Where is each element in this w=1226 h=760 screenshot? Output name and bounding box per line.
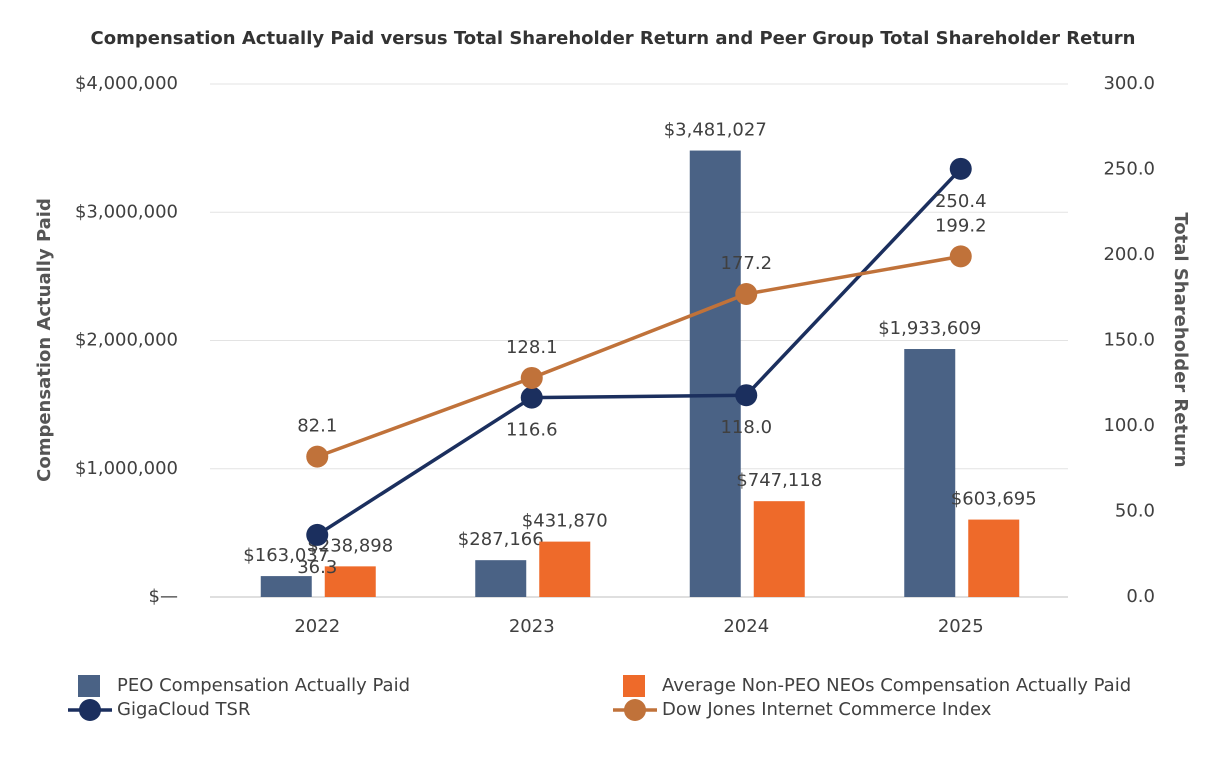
- line-marker: [306, 523, 329, 546]
- bar: [968, 519, 1020, 597]
- legend-swatch: [78, 675, 100, 697]
- x-tick-label: 2025: [938, 616, 984, 637]
- legend-swatch: [624, 699, 646, 721]
- bar-value-label: $747,118: [736, 470, 822, 491]
- y-tick-label: $2,000,000: [75, 330, 178, 351]
- bar: [689, 150, 741, 597]
- line-value-label: 199.2: [935, 215, 987, 236]
- bar-value-label: $431,870: [522, 511, 608, 532]
- legend-label: Average Non-PEO NEOs Compensation Actual…: [662, 675, 1131, 696]
- line-value-label: 116.6: [506, 420, 558, 441]
- line-marker: [949, 245, 972, 268]
- y2-axis-title: Total Shareholder Return: [1170, 212, 1191, 467]
- legend-label: GigaCloud TSR: [117, 699, 250, 720]
- line-value-label: 82.1: [297, 416, 337, 437]
- line: [316, 167, 963, 537]
- x-tick-label: 2023: [509, 616, 555, 637]
- line-value-label: 177.2: [720, 253, 772, 274]
- line-value-label: 250.4: [935, 191, 987, 212]
- line-value-label: 118.0: [720, 417, 772, 438]
- bar-value-label: $603,695: [951, 489, 1037, 510]
- x-tick-label: 2024: [723, 616, 769, 637]
- y-tick-label: $4,000,000: [75, 73, 178, 94]
- bar: [753, 501, 805, 597]
- line-value-label: 128.1: [506, 337, 558, 358]
- line-value-label: 36.3: [297, 557, 337, 578]
- bar: [324, 566, 376, 597]
- bar-value-label: $3,481,027: [664, 120, 767, 141]
- line-marker: [949, 157, 972, 180]
- bar: [539, 541, 591, 597]
- y2-tick-label: 250.0: [1103, 159, 1155, 180]
- line-marker: [520, 386, 543, 409]
- y2-tick-label: 200.0: [1103, 244, 1155, 265]
- y2-tick-label: 50.0: [1115, 501, 1155, 522]
- line-marker: [306, 445, 329, 468]
- bar-value-label: $287,166: [458, 529, 544, 550]
- line-marker: [735, 282, 758, 305]
- bar-value-label: $1,933,609: [878, 318, 981, 339]
- y2-tick-label: 100.0: [1103, 415, 1155, 436]
- line-marker: [520, 366, 543, 389]
- x-tick-label: 2022: [294, 616, 340, 637]
- bar: [260, 576, 312, 597]
- y2-tick-label: 0.0: [1126, 586, 1155, 607]
- y-tick-label: $1,000,000: [75, 458, 178, 479]
- legend-swatch: [79, 699, 101, 721]
- legend-label: Dow Jones Internet Commerce Index: [662, 699, 992, 720]
- line: [316, 254, 962, 459]
- y2-tick-label: 300.0: [1103, 73, 1155, 94]
- bar-value-label: $238,898: [307, 535, 393, 556]
- y2-tick-label: 150.0: [1103, 330, 1155, 351]
- legend-label: PEO Compensation Actually Paid: [117, 675, 410, 696]
- bar: [904, 349, 956, 597]
- y-axis-title: Compensation Actually Paid: [34, 198, 55, 482]
- y-tick-label: $—: [149, 586, 178, 607]
- chart-title: Compensation Actually Paid versus Total …: [91, 28, 1136, 49]
- legend-swatch: [623, 675, 645, 697]
- line-marker: [735, 384, 758, 407]
- y-tick-label: $3,000,000: [75, 201, 178, 222]
- bar-value-label: $163,037: [243, 545, 329, 566]
- bar: [475, 560, 527, 597]
